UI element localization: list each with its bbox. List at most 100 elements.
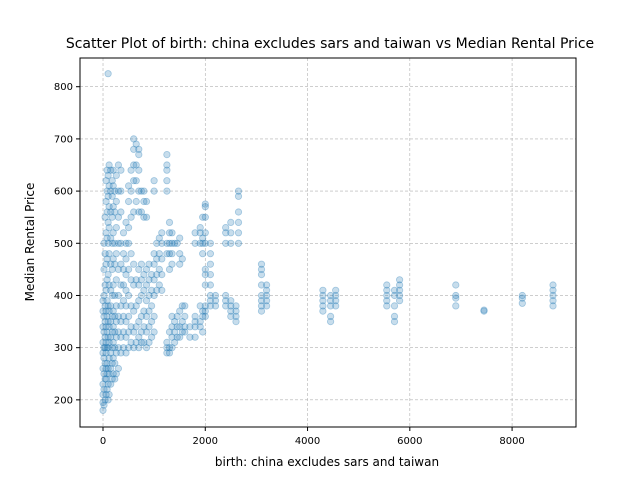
scatter-point bbox=[107, 317, 115, 326]
scatter-point bbox=[102, 338, 110, 346]
scatter-point bbox=[122, 349, 130, 357]
scatter-point bbox=[137, 338, 145, 346]
scatter-point bbox=[191, 333, 199, 341]
scatter-point bbox=[227, 302, 235, 310]
scatter-point bbox=[257, 265, 266, 273]
scatter-point bbox=[257, 302, 266, 310]
scatter-point bbox=[222, 224, 230, 232]
scatter-point bbox=[140, 197, 148, 206]
scatter-point bbox=[227, 312, 235, 320]
scatter-point bbox=[100, 385, 108, 393]
scatter-point bbox=[108, 192, 116, 200]
scatter-point bbox=[150, 291, 158, 300]
scatter-point bbox=[105, 323, 113, 331]
scatter-point bbox=[191, 312, 199, 320]
scatter-point bbox=[150, 187, 158, 195]
scatter-point bbox=[125, 224, 133, 232]
scatter-point bbox=[168, 333, 176, 341]
scatter-point bbox=[104, 239, 112, 247]
scatter-point bbox=[390, 302, 399, 310]
scatter-point bbox=[206, 260, 214, 268]
scatter-point bbox=[99, 380, 107, 388]
scatter-point bbox=[257, 307, 266, 315]
scatter-point bbox=[168, 250, 176, 258]
scatter-point bbox=[125, 239, 133, 247]
scatter-point bbox=[137, 312, 145, 320]
scatter-point bbox=[390, 317, 399, 326]
scatter-point bbox=[383, 297, 391, 305]
scatter-point bbox=[196, 224, 204, 232]
scatter-point bbox=[100, 291, 108, 300]
scatter-point bbox=[140, 213, 148, 221]
scatter-point bbox=[132, 302, 140, 310]
scatter-point bbox=[117, 302, 125, 310]
scatter-point bbox=[125, 344, 133, 352]
scatter-point bbox=[142, 265, 151, 273]
scatter-point bbox=[108, 344, 116, 352]
scatter-point bbox=[102, 197, 110, 206]
scatter-point bbox=[199, 234, 207, 242]
scatter-point bbox=[140, 270, 148, 279]
gridlines bbox=[80, 58, 576, 427]
scatter-point bbox=[111, 344, 119, 352]
scatter-point bbox=[132, 197, 140, 206]
scatter-point bbox=[99, 338, 107, 346]
scatter-point bbox=[145, 260, 153, 268]
y-tick-label: 200 bbox=[54, 395, 73, 406]
scatter-point bbox=[105, 307, 113, 315]
scatter-point bbox=[109, 307, 117, 315]
scatter-point bbox=[319, 302, 327, 310]
scatter-point bbox=[142, 297, 151, 305]
scatter-point bbox=[104, 333, 112, 341]
scatter-point bbox=[196, 302, 204, 310]
scatter-point bbox=[105, 281, 113, 289]
scatter-point bbox=[130, 281, 138, 289]
scatter-point bbox=[127, 338, 135, 346]
scatter-point bbox=[104, 344, 112, 352]
scatter-point bbox=[262, 302, 271, 310]
scatter-point bbox=[114, 265, 123, 273]
scatter-point bbox=[137, 328, 145, 336]
scatter-point bbox=[119, 250, 128, 258]
scatter-point bbox=[125, 182, 133, 190]
scatter-point bbox=[102, 375, 110, 383]
scatter-point bbox=[102, 229, 110, 237]
scatter-point bbox=[114, 328, 123, 336]
scatter-point bbox=[168, 323, 176, 331]
scatter-point bbox=[326, 291, 335, 300]
scatter-point bbox=[262, 297, 271, 305]
scatter-point bbox=[114, 187, 123, 195]
scatter-point bbox=[148, 286, 156, 294]
scatter-point bbox=[122, 218, 130, 226]
scatter-point bbox=[102, 260, 110, 268]
scatter-point bbox=[114, 239, 123, 247]
y-tick-label: 400 bbox=[54, 291, 73, 302]
scatter-point bbox=[163, 166, 171, 174]
scatter-point bbox=[100, 401, 108, 409]
y-tick-label: 800 bbox=[54, 82, 73, 93]
scatter-point bbox=[130, 177, 138, 185]
scatter-point bbox=[112, 333, 120, 341]
scatter-point bbox=[178, 328, 186, 336]
scatter-point bbox=[112, 171, 120, 179]
scatter-point bbox=[165, 250, 174, 258]
scatter-point bbox=[211, 297, 220, 305]
scatter-point bbox=[108, 375, 116, 383]
scatter-point bbox=[171, 338, 179, 346]
scatter-point bbox=[114, 344, 123, 352]
scatter-point bbox=[232, 317, 240, 326]
scatter-point bbox=[549, 297, 557, 305]
scatter-point bbox=[132, 177, 140, 185]
scatter-point bbox=[201, 239, 209, 247]
scatter-point bbox=[130, 328, 138, 336]
scatter-point bbox=[103, 166, 111, 174]
scatter-point bbox=[145, 307, 153, 315]
scatter-point bbox=[105, 354, 113, 362]
scatter-point bbox=[150, 276, 158, 284]
scatter-point bbox=[395, 297, 404, 305]
scatter-point bbox=[122, 317, 130, 326]
scatter-point bbox=[102, 349, 110, 357]
scatter-point bbox=[158, 229, 166, 237]
scatter-point bbox=[111, 359, 119, 367]
scatter-point bbox=[332, 297, 340, 305]
